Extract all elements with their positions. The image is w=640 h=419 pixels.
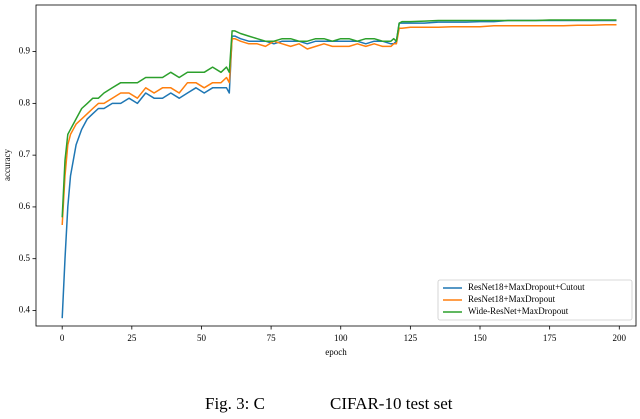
data-line bbox=[61, 19, 617, 319]
plot-frame bbox=[35, 4, 637, 327]
x-tick-label: 75 bbox=[267, 333, 277, 343]
caption: Fig. 3: C bbox=[205, 394, 265, 413]
x-tick-label: 150 bbox=[473, 333, 487, 343]
y-tick-label: 0.5 bbox=[19, 253, 31, 263]
legend-label: ResNet18+MaxDropout+Cutout bbox=[468, 282, 585, 292]
x-tick-label: 200 bbox=[613, 333, 627, 343]
y-tick-label: 0.6 bbox=[19, 201, 31, 211]
data-line bbox=[61, 19, 617, 218]
legend-label: Wide-ResNet+MaxDropout bbox=[468, 306, 569, 316]
y-tick-label: 0.9 bbox=[19, 46, 31, 56]
x-tick-label: 0 bbox=[60, 333, 65, 343]
legend-label: ResNet18+MaxDropout bbox=[468, 294, 556, 304]
x-tick-label: 100 bbox=[334, 333, 348, 343]
x-tick-label: 125 bbox=[404, 333, 418, 343]
y-tick-label: 0.7 bbox=[19, 149, 31, 159]
x-tick-label: 175 bbox=[543, 333, 557, 343]
caption: CIFAR-10 test set bbox=[330, 394, 453, 413]
x-tick-label: 25 bbox=[127, 333, 137, 343]
y-tick-label: 0.4 bbox=[19, 305, 31, 315]
legend-box bbox=[437, 279, 633, 321]
y-tick-label: 0.8 bbox=[19, 97, 31, 107]
x-tick-label: 50 bbox=[197, 333, 207, 343]
data-line bbox=[61, 23, 617, 226]
y-axis-label: accuracy bbox=[2, 149, 12, 181]
x-axis-label: epoch bbox=[325, 347, 347, 357]
